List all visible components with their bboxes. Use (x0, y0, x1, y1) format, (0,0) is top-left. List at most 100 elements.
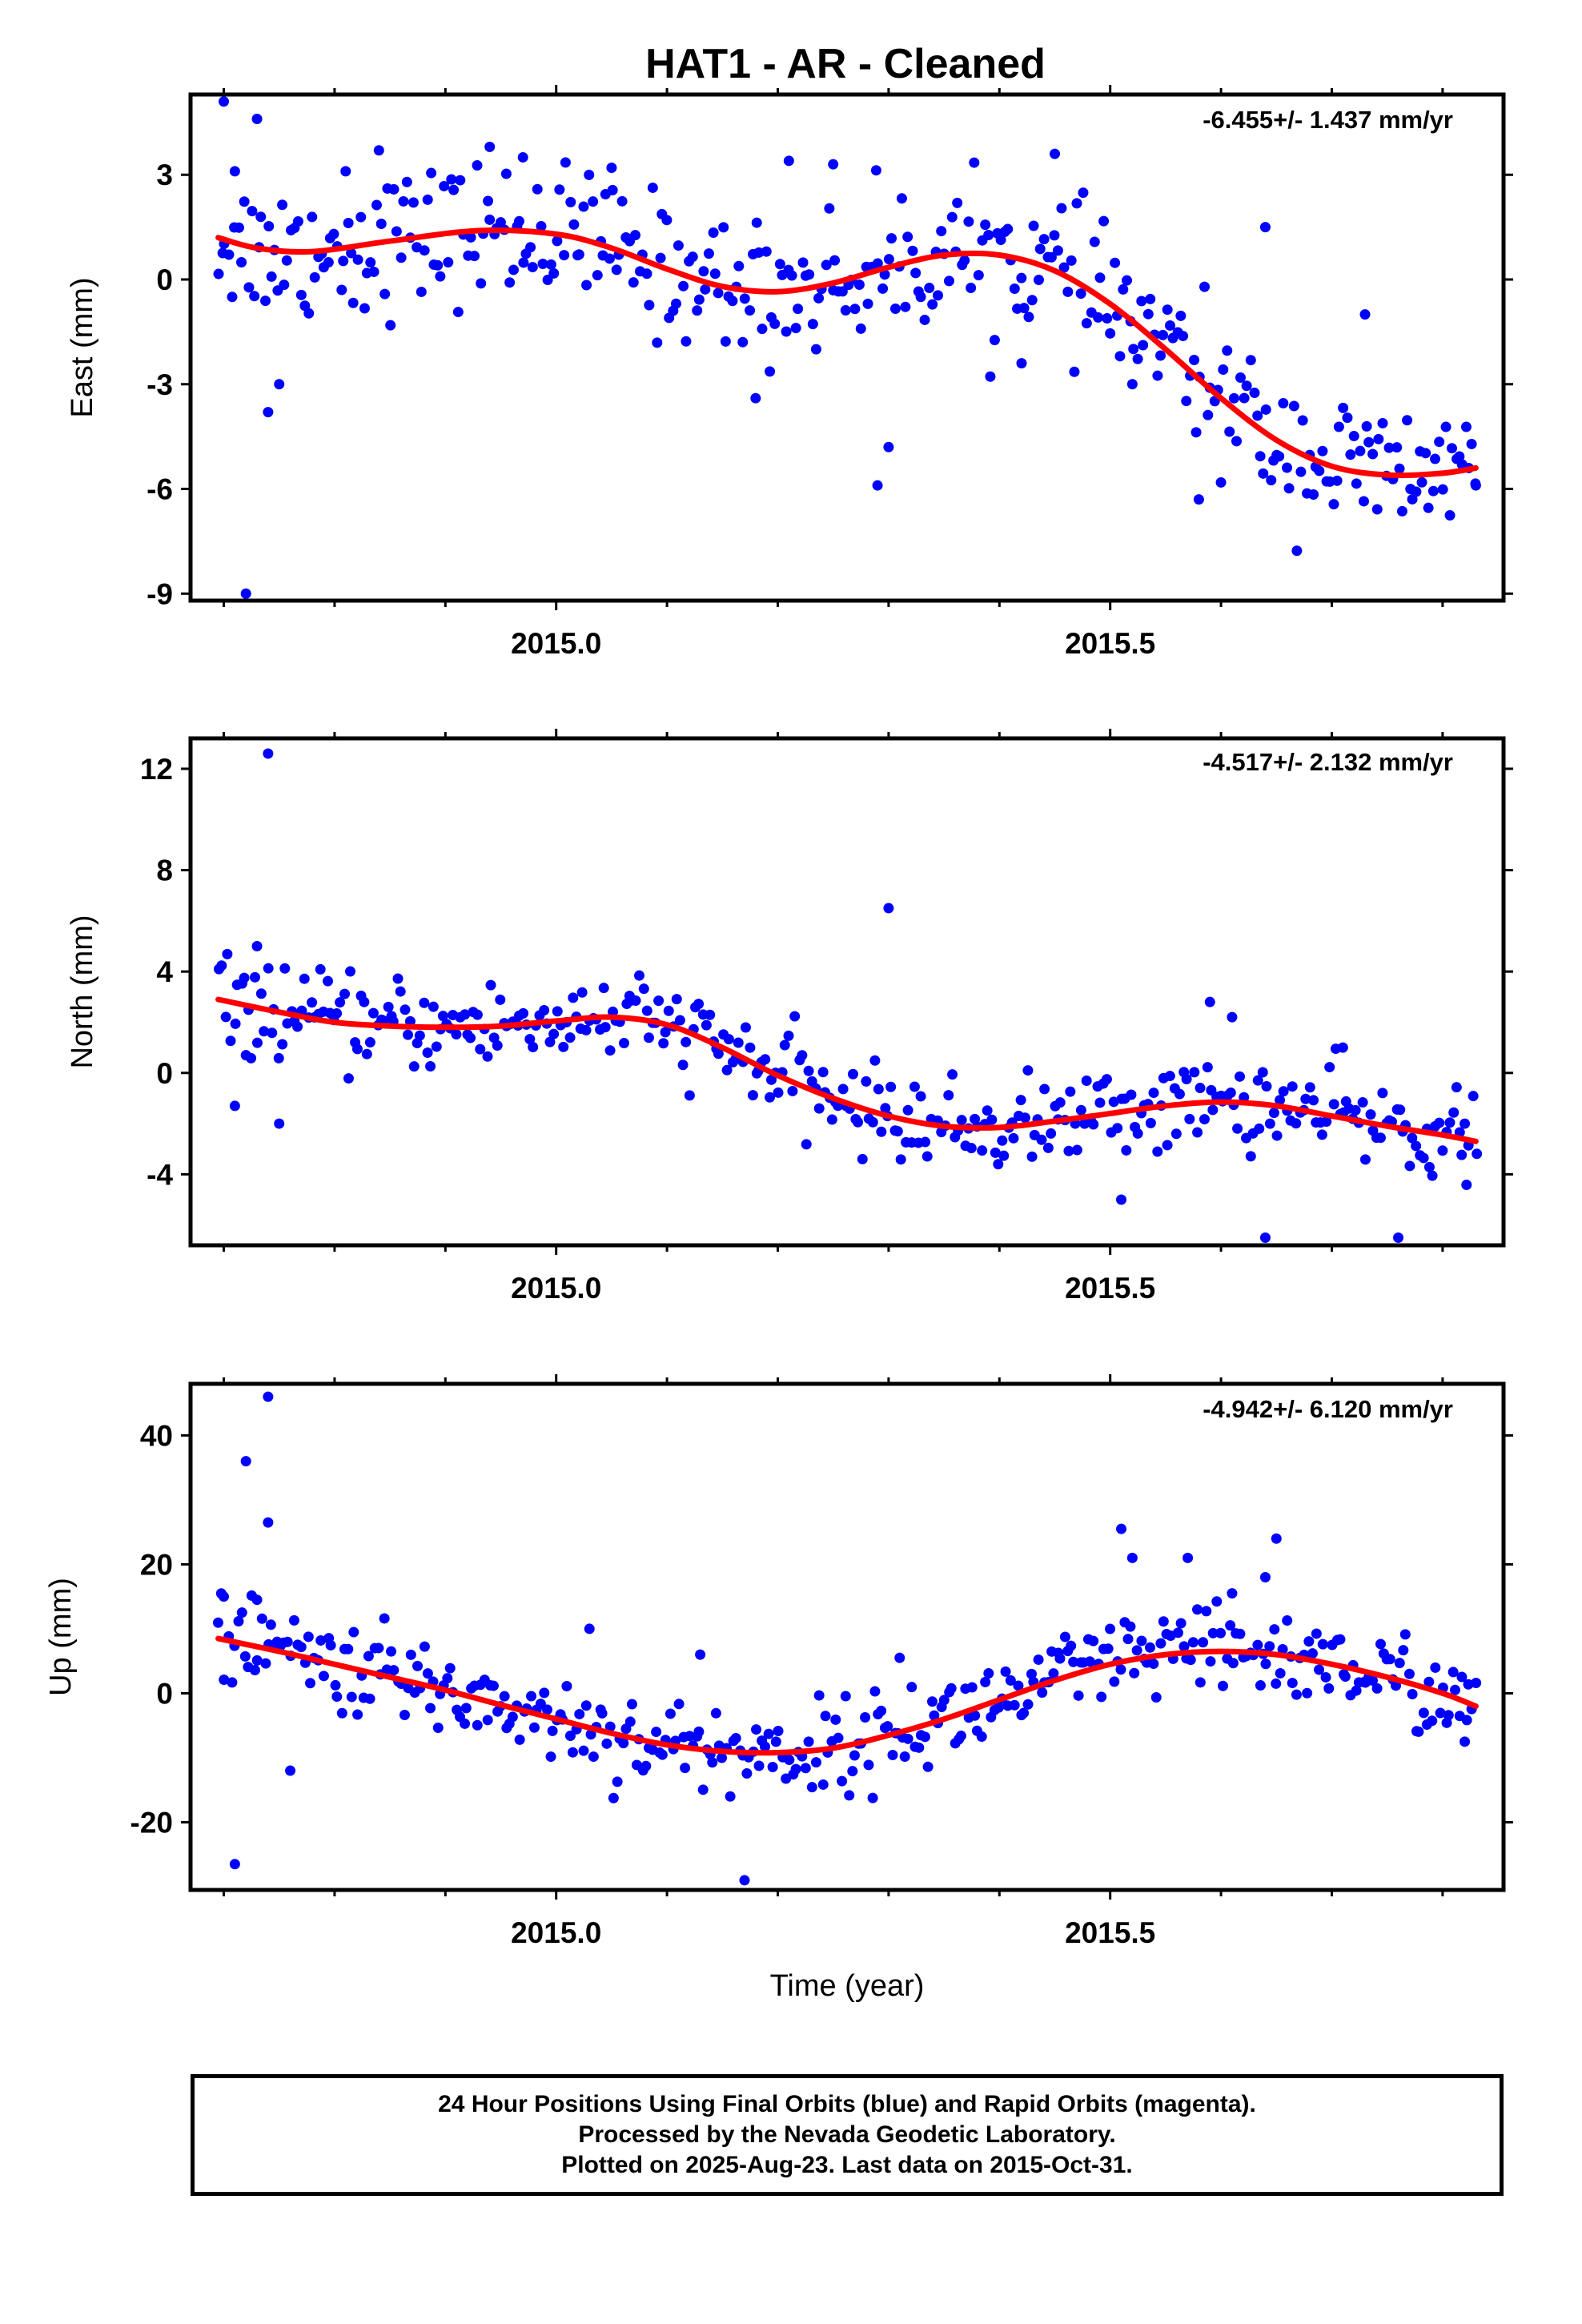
data-point (263, 1391, 274, 1402)
data-point (432, 1722, 444, 1733)
data-point (895, 1154, 906, 1165)
data-point (426, 167, 437, 179)
data-point (1138, 340, 1149, 351)
data-point (663, 1005, 674, 1016)
y-axis-title: North (mm) (66, 915, 99, 1068)
data-point (1016, 272, 1027, 283)
data-point (707, 1757, 718, 1768)
data-point (564, 1032, 576, 1043)
data-point (1152, 370, 1163, 381)
data-point (368, 266, 379, 277)
data-point (1264, 1641, 1275, 1652)
data-point (638, 983, 649, 995)
data-point (784, 1755, 795, 1766)
data-point (1259, 1572, 1271, 1583)
data-point (1443, 1710, 1454, 1721)
y-tick-label: 0 (156, 263, 173, 296)
data-point (388, 183, 400, 195)
data-point (547, 1725, 558, 1736)
data-point (1275, 1667, 1286, 1679)
data-point (1207, 1627, 1219, 1638)
data-point (1182, 1552, 1194, 1563)
y-tick-label: 8 (156, 854, 173, 887)
data-point (616, 195, 628, 207)
data-point (229, 166, 240, 177)
data-point (998, 1150, 1010, 1161)
data-point (1430, 1662, 1441, 1673)
data-point (693, 999, 705, 1010)
data-point (1155, 1638, 1166, 1649)
data-point (1195, 1083, 1206, 1094)
data-point (801, 1139, 812, 1150)
data-point (840, 304, 851, 316)
data-point (1148, 1088, 1159, 1099)
data-point (1207, 1104, 1219, 1116)
data-point (1054, 1653, 1066, 1664)
data-point (1056, 203, 1067, 214)
data-point (698, 266, 709, 277)
data-point (225, 1035, 236, 1047)
data-point (408, 1061, 420, 1072)
data-point (993, 1702, 1004, 1713)
data-point (584, 1623, 595, 1634)
data-point (1170, 1128, 1182, 1140)
data-point (857, 1153, 868, 1164)
data-point (1252, 410, 1263, 421)
data-point (733, 260, 745, 271)
data-point (810, 1757, 821, 1768)
data-point (807, 319, 818, 330)
data-point (1239, 392, 1250, 404)
data-point (315, 963, 326, 975)
data-point (1342, 412, 1353, 424)
data-point (1115, 1664, 1126, 1675)
data-point (1411, 1140, 1422, 1152)
data-point (863, 1759, 874, 1771)
data-point (1189, 1067, 1200, 1078)
data-point (946, 1683, 957, 1694)
data-point (422, 194, 433, 205)
data-point (303, 308, 315, 319)
data-point (419, 997, 430, 1008)
data-point (628, 277, 639, 288)
data-point (545, 259, 556, 270)
data-point (651, 1727, 662, 1738)
x-tick-label: 2015.0 (511, 1272, 601, 1305)
data-point (528, 1722, 540, 1733)
data-point (1260, 1659, 1271, 1670)
data-point (325, 1639, 336, 1651)
data-point (1321, 1116, 1332, 1128)
data-point (1461, 1715, 1472, 1726)
data-point (1423, 1161, 1435, 1172)
data-point (1094, 272, 1106, 283)
data-point (1071, 1144, 1082, 1156)
data-point (292, 215, 303, 227)
data-point (371, 199, 382, 211)
data-point (885, 1081, 897, 1092)
data-point (361, 1048, 372, 1059)
data-point (472, 159, 483, 171)
data-point (913, 1742, 925, 1753)
data-point (1222, 345, 1233, 356)
data-point (347, 297, 359, 308)
data-point (1275, 1095, 1286, 1106)
data-point (1259, 222, 1271, 233)
data-point (1015, 1095, 1026, 1106)
data-point (1126, 1089, 1137, 1100)
data-point (1303, 1636, 1315, 1647)
data-point (790, 323, 801, 334)
data-point (1096, 1691, 1107, 1703)
data-point (1231, 436, 1242, 447)
data-point (263, 221, 275, 232)
data-point (1112, 1123, 1123, 1134)
data-point (431, 1041, 442, 1052)
data-point (640, 1760, 652, 1771)
data-point (507, 1711, 518, 1723)
data-point (1162, 1140, 1173, 1151)
data-point (803, 1736, 814, 1747)
data-point (323, 257, 334, 268)
data-point (741, 1768, 753, 1779)
data-point (1199, 281, 1211, 292)
data-point (647, 182, 658, 193)
data-point (1373, 433, 1384, 444)
data-point (422, 1047, 433, 1058)
